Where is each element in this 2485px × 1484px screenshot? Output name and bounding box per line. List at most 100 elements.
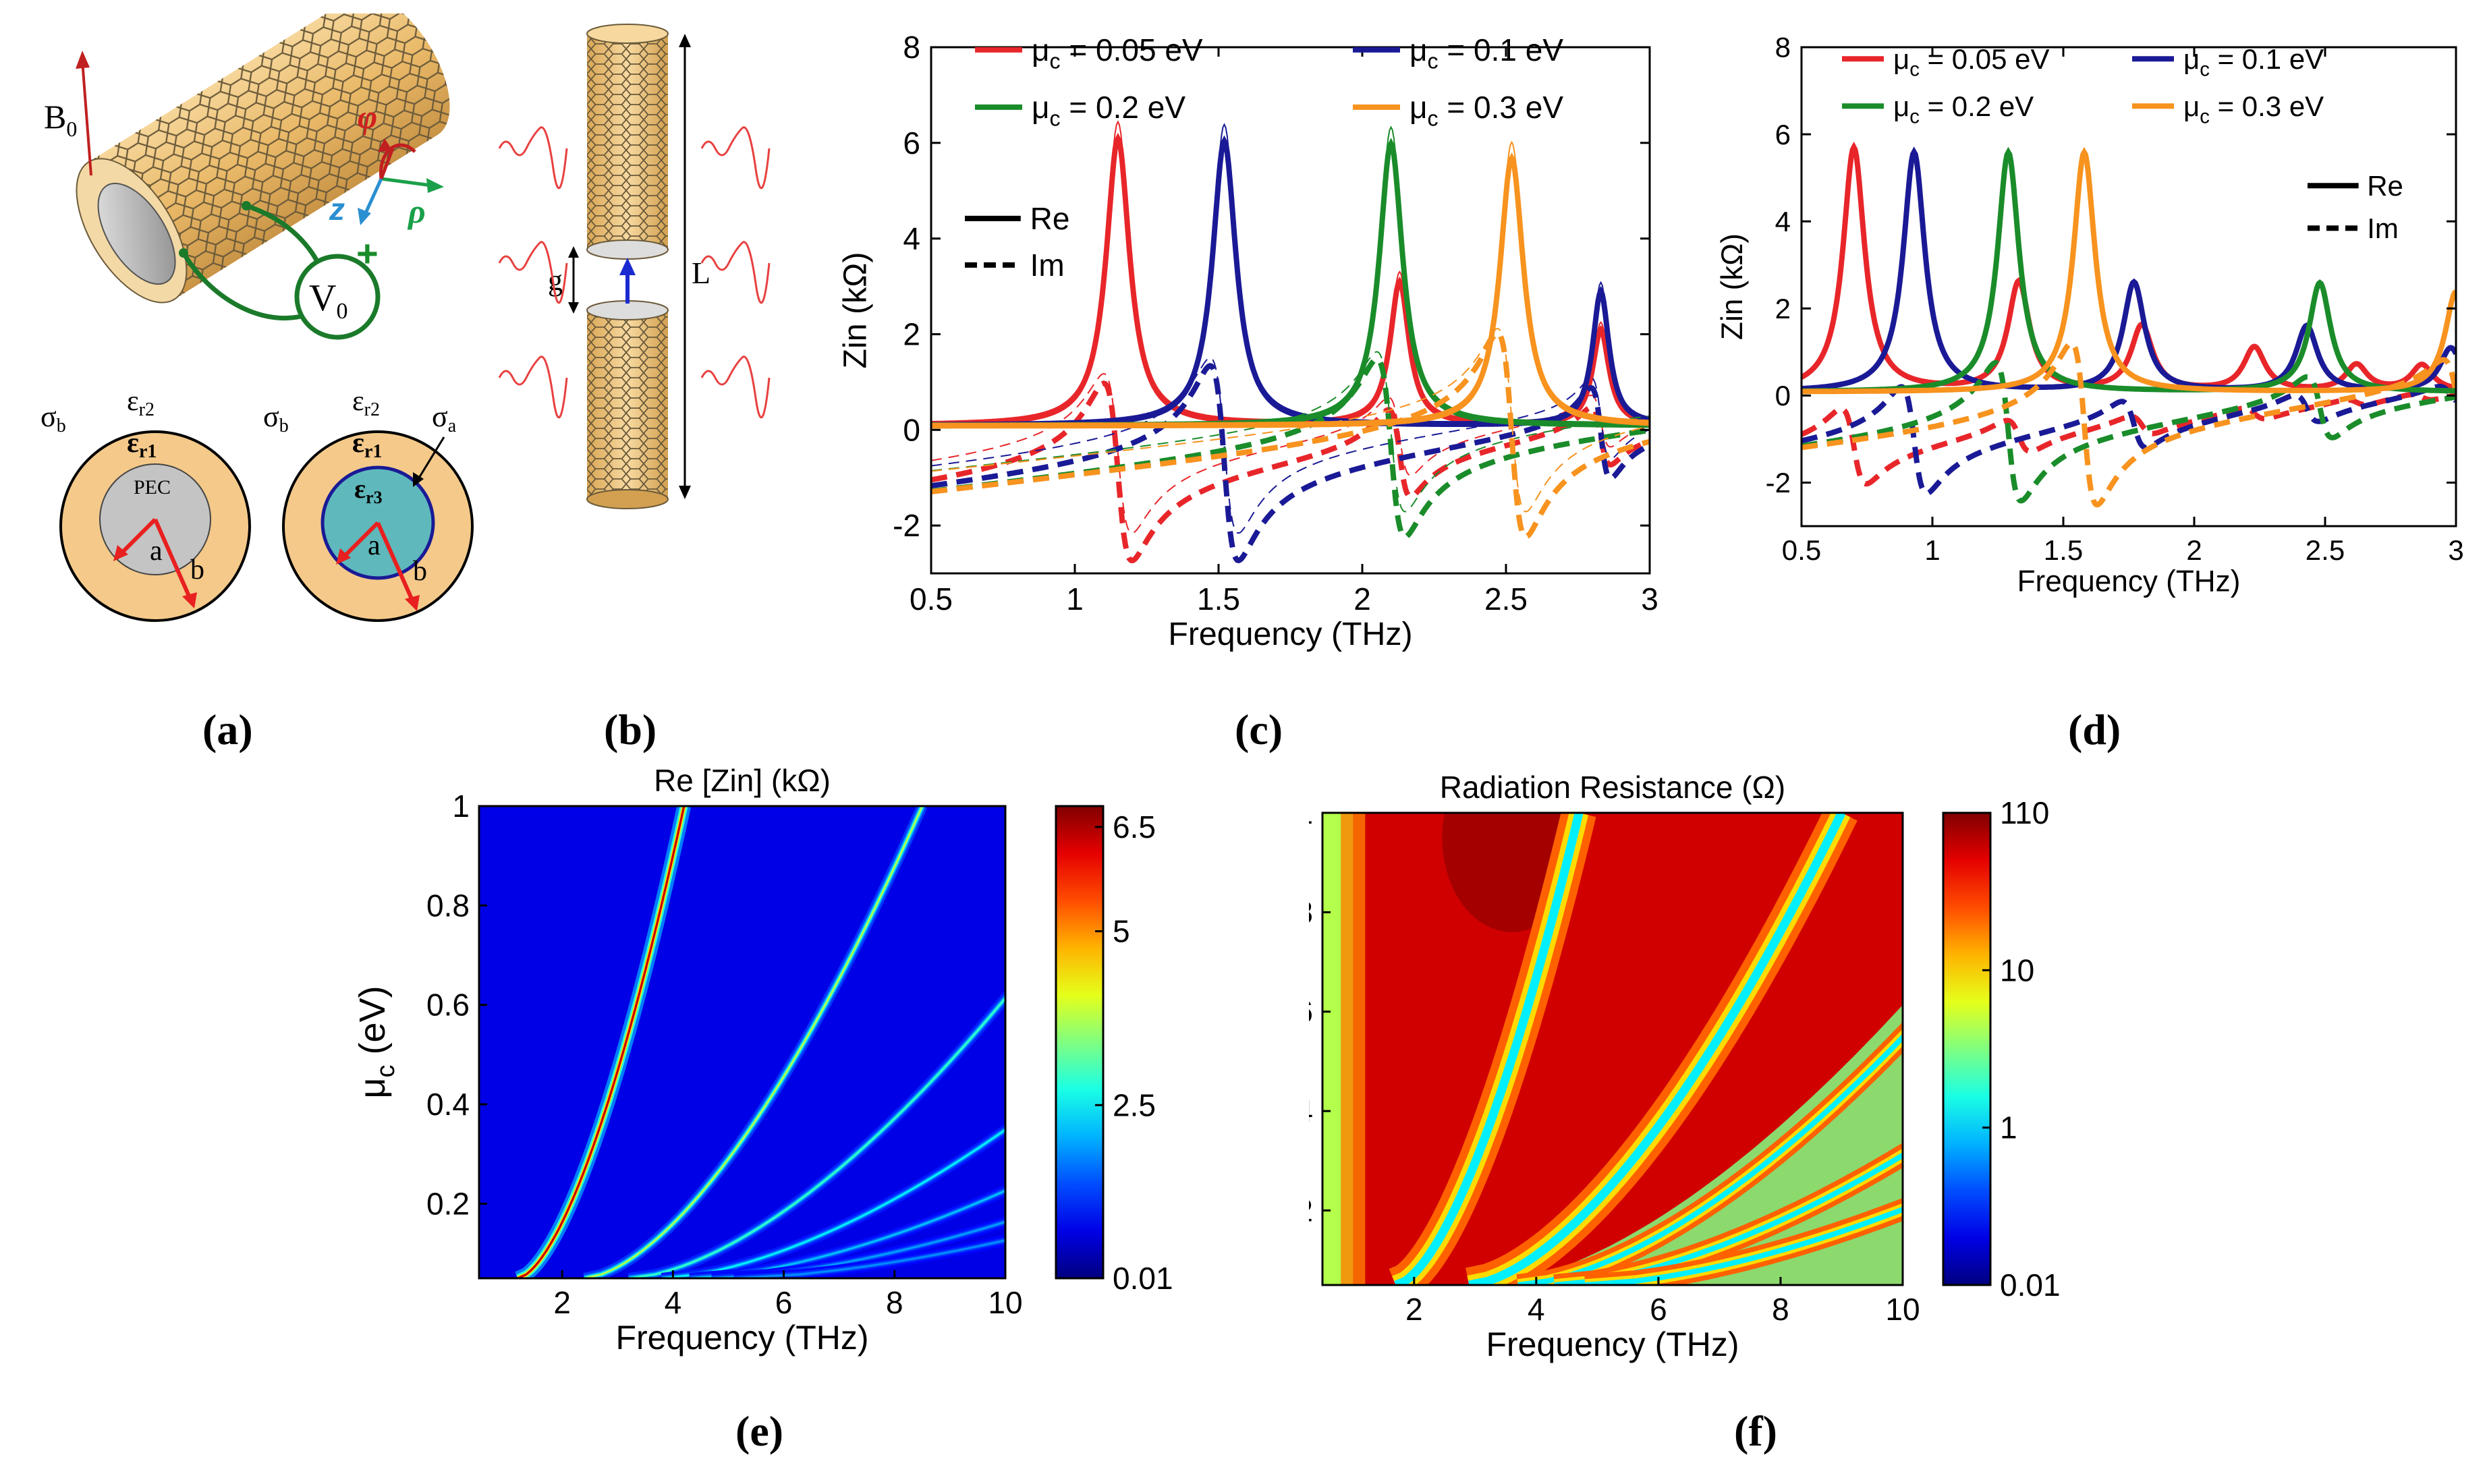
phi-label: φ bbox=[358, 98, 377, 136]
plot-area bbox=[931, 120, 1650, 564]
x-tick-label: 1.5 bbox=[1197, 581, 1240, 617]
svg-text:a: a bbox=[368, 530, 381, 561]
colorbar-tick-label: 0.01 bbox=[2000, 1267, 2061, 1303]
legend-entry: μc = 0.05 eV bbox=[1893, 43, 2050, 81]
resonance-mode-3 bbox=[661, 1129, 1005, 1278]
legend-entry: μc = 0.3 eV bbox=[1409, 90, 1563, 131]
y-tick-label: -2 bbox=[893, 508, 920, 543]
series-im-1 bbox=[1802, 384, 2456, 496]
y-tick-label: 0.6 bbox=[426, 988, 470, 1023]
svg-text:σb: σb bbox=[263, 400, 289, 436]
series-im-thin-2 bbox=[931, 351, 1650, 513]
dipole-lower-arm bbox=[586, 300, 669, 509]
x-tick-label: 0.5 bbox=[1782, 534, 1821, 566]
x-axis-label: Frequency (THz) bbox=[615, 1319, 868, 1357]
x-tick-label: 4 bbox=[665, 1285, 682, 1320]
x-tick-label: 10 bbox=[988, 1285, 1022, 1320]
series-im-thin-1 bbox=[931, 357, 1650, 534]
y-tick-label: 1 bbox=[452, 789, 470, 824]
cross-section-pec: PEC a b εr2 εr1 σb bbox=[40, 386, 251, 622]
resonance-mode-4 bbox=[689, 1189, 1005, 1278]
legend-entry: μc = 0.2 eV bbox=[1032, 90, 1185, 131]
colorbar-tick-label: 10 bbox=[2000, 952, 2034, 988]
x-axis-label: Frequency (THz) bbox=[1168, 616, 1412, 652]
x-tick-label: 8 bbox=[886, 1285, 903, 1320]
legend-entry: μc = 0.2 eV bbox=[1893, 90, 2034, 128]
y-axis-label: μc (eV) bbox=[352, 986, 400, 1098]
impedance-plot-c: 0.5 1 1.5 2 2.5 3 -2 0 2 4 6 8 Frequency (THz) Zin (k… bbox=[837, 30, 1658, 652]
re-zin-heatmap: 2 4 6 8 10 0.2 0.4 0.6 0.8 1 Re [Zin] (kΩ) Frequenc… bbox=[352, 763, 1173, 1357]
style-legend-label: Re bbox=[2367, 170, 2403, 202]
panel-label-a: (a) bbox=[202, 706, 253, 753]
graphene-tube bbox=[76, 0, 450, 304]
y-tick-label: 0 bbox=[903, 412, 920, 447]
y-tick-label: 4 bbox=[1775, 206, 1791, 237]
y-tick-label: -2 bbox=[1766, 467, 1791, 498]
resistance-band-3 bbox=[1554, 1152, 1903, 1285]
style-legend-label: Im bbox=[2367, 212, 2399, 244]
y-tick-label: 8 bbox=[1775, 32, 1791, 63]
series-re-2 bbox=[1802, 146, 2456, 394]
chart-e: 2 4 6 8 10 0.2 0.4 0.6 0.8 1 Re [Zin] (kΩ) Frequenc… bbox=[324, 755, 1201, 1383]
svg-text:b: b bbox=[413, 556, 427, 587]
b0-label: B0 bbox=[44, 98, 77, 141]
cross-section-dielectric: a b εr3 εr2 εr1 σb σa bbox=[263, 386, 474, 622]
y-tick-label: 0.6 bbox=[1309, 994, 1313, 1029]
x-tick-label: 6 bbox=[775, 1285, 793, 1320]
heatmap-area bbox=[1322, 813, 1903, 1285]
x-tick-label: 2 bbox=[1353, 581, 1371, 617]
colorbar-tick-label: 1 bbox=[2000, 1110, 2017, 1145]
series-im-3 bbox=[1802, 340, 2456, 508]
axes-frame bbox=[478, 805, 1007, 1280]
plus-sign: + bbox=[356, 232, 379, 275]
heatmap-area bbox=[479, 806, 1005, 1278]
svg-text:εr1: εr1 bbox=[352, 428, 382, 462]
x-tick-label: 0.5 bbox=[910, 581, 953, 617]
series-re-3 bbox=[931, 152, 1650, 429]
rho-label: ρ bbox=[407, 192, 426, 230]
x-tick-label: 3 bbox=[2448, 534, 2463, 566]
x-tick-label: 2 bbox=[553, 1285, 571, 1320]
svg-text:εr2: εr2 bbox=[127, 386, 155, 420]
heatmap-background bbox=[479, 806, 1005, 1278]
legend-entry: μc = 0.1 eV bbox=[1409, 32, 1563, 74]
chart-title: Re [Zin] (kΩ) bbox=[654, 763, 831, 798]
svg-text:a: a bbox=[150, 536, 163, 567]
resistance-band-1 bbox=[1468, 813, 1846, 1285]
radiation-resistance-heatmap: 2 4 6 8 10 0.2 0.4 0.6 0.8 1 Radiation Resistance … bbox=[1196, 770, 2061, 1363]
y-tick-label: 0.4 bbox=[1309, 1093, 1313, 1129]
colorbar-tick-label: 6.5 bbox=[1113, 809, 1156, 845]
resonance-mode-0 bbox=[517, 806, 686, 1278]
svg-text:εr1: εr1 bbox=[127, 428, 157, 462]
x-tick-label: 1 bbox=[1924, 534, 1940, 566]
series-im-thin-3 bbox=[931, 327, 1650, 513]
colorbar bbox=[1055, 805, 1105, 1280]
y-tick-label: 2 bbox=[903, 317, 920, 352]
z-label: z bbox=[329, 192, 345, 227]
x-tick-label: 2 bbox=[1405, 1292, 1423, 1327]
chart-f: 2 4 6 8 10 0.2 0.4 0.6 0.8 1 Radiation Resistance … bbox=[1196, 755, 2119, 1383]
panel-label-d: (d) bbox=[2068, 706, 2121, 753]
resistance-band-2 bbox=[1517, 1033, 1903, 1285]
series-re-3 bbox=[1802, 146, 2456, 395]
colorbar bbox=[1942, 811, 1992, 1286]
dipole-antenna-illustration: g L bbox=[498, 24, 771, 509]
series-re-1 bbox=[1802, 146, 2456, 392]
colorbar-tick-label: 110 bbox=[2000, 795, 2049, 830]
svg-text:b: b bbox=[190, 554, 204, 586]
svg-text:εr3: εr3 bbox=[354, 474, 383, 507]
style-legend-label: Im bbox=[1030, 248, 1065, 283]
svg-text:PEC: PEC bbox=[134, 476, 171, 498]
radiation-wave-icons bbox=[498, 126, 771, 419]
y-axis-label: Zin (kΩ) bbox=[837, 252, 873, 369]
series-im-3 bbox=[931, 330, 1650, 540]
legend-entry: μc = 0.05 eV bbox=[1032, 32, 1203, 74]
y-tick-label: 0.2 bbox=[1309, 1193, 1313, 1228]
panel-b-diagram: g L bbox=[486, 13, 776, 661]
legend-entry: μc = 0.1 eV bbox=[2183, 43, 2324, 81]
x-tick-label: 2.5 bbox=[2306, 534, 2345, 566]
panel-label-b: (b) bbox=[604, 706, 657, 753]
coordinate-axes-icon: φ z ρ bbox=[329, 98, 444, 230]
panel-label-c: (c) bbox=[1235, 706, 1283, 753]
y-tick-label: 4 bbox=[903, 221, 920, 256]
